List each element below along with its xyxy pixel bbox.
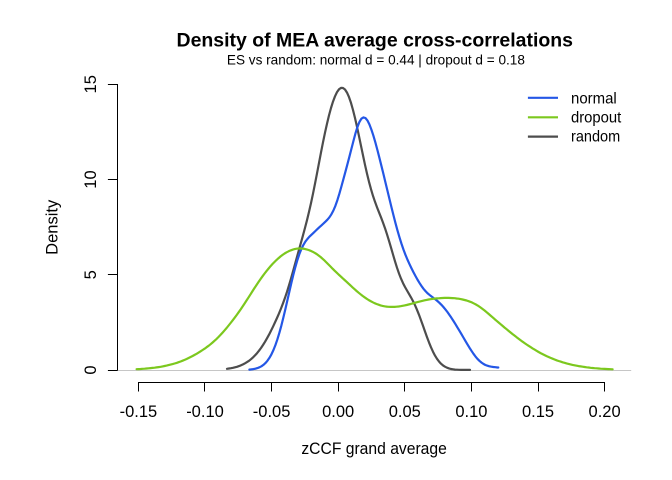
svg-text:normal: normal xyxy=(571,90,617,107)
svg-text:5: 5 xyxy=(82,270,100,279)
svg-text:random: random xyxy=(571,129,620,146)
svg-text:-0.05: -0.05 xyxy=(253,403,291,421)
svg-text:Density of MEA average cross-c: Density of MEA average cross-correlation… xyxy=(177,29,574,51)
svg-text:0.10: 0.10 xyxy=(455,403,487,421)
svg-text:Density: Density xyxy=(44,199,62,255)
svg-text:10: 10 xyxy=(82,170,100,188)
svg-text:zCCF grand average: zCCF grand average xyxy=(301,440,447,458)
svg-text:-0.10: -0.10 xyxy=(186,403,224,421)
svg-text:15: 15 xyxy=(82,75,100,93)
svg-text:0.15: 0.15 xyxy=(522,403,554,421)
svg-text:dropout: dropout xyxy=(571,110,622,127)
svg-text:ES vs random: normal d = 0.44: ES vs random: normal d = 0.44 | dropout … xyxy=(227,52,525,68)
svg-text:0: 0 xyxy=(82,365,100,374)
svg-text:0.00: 0.00 xyxy=(322,403,354,421)
svg-text:0.05: 0.05 xyxy=(389,403,421,421)
svg-text:-0.15: -0.15 xyxy=(120,403,158,421)
svg-text:0.20: 0.20 xyxy=(589,403,621,421)
